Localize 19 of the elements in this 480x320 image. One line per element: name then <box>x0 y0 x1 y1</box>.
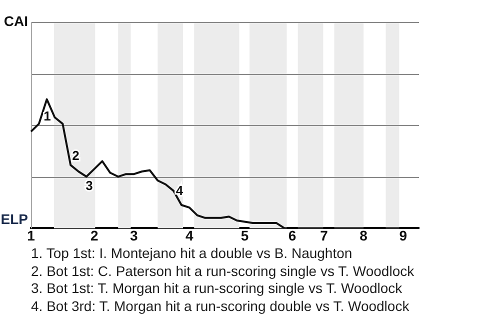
text: ELP <box>0 211 28 228</box>
x-tick-label: 6 <box>288 227 296 244</box>
annotation: 4 <box>176 182 184 198</box>
x-tick-label: 2 <box>90 227 98 244</box>
x-tick-label: 1 <box>27 227 36 244</box>
text: 1. Top 1st: I. Montejano hit a double vs B. Naughton <box>31 245 354 262</box>
text: 2. Bot 1st: C. Paterson hit a run-scoring single vs T. Woodlock <box>31 262 416 280</box>
text: 3. Bot 1st: T. Morgan hit a run-scoring single vs T. Woodlock <box>31 280 404 298</box>
annotation: 1 <box>44 108 51 124</box>
text: 4. Bot 3rd: T. Morgan hit a run-scoring double vs T. Woodlock <box>31 298 410 315</box>
text: CAI <box>4 12 28 29</box>
x-tick-label: 5 <box>240 227 249 244</box>
x-tick-label: 8 <box>360 227 368 244</box>
x-tick-label: 7 <box>320 227 328 244</box>
x-tick-label: 9 <box>399 227 408 244</box>
x-tick-label: 3 <box>130 227 138 244</box>
x-tick-label: 4 <box>185 227 194 244</box>
annotation: 2 <box>72 148 80 163</box>
annotation: 3 <box>86 178 93 193</box>
